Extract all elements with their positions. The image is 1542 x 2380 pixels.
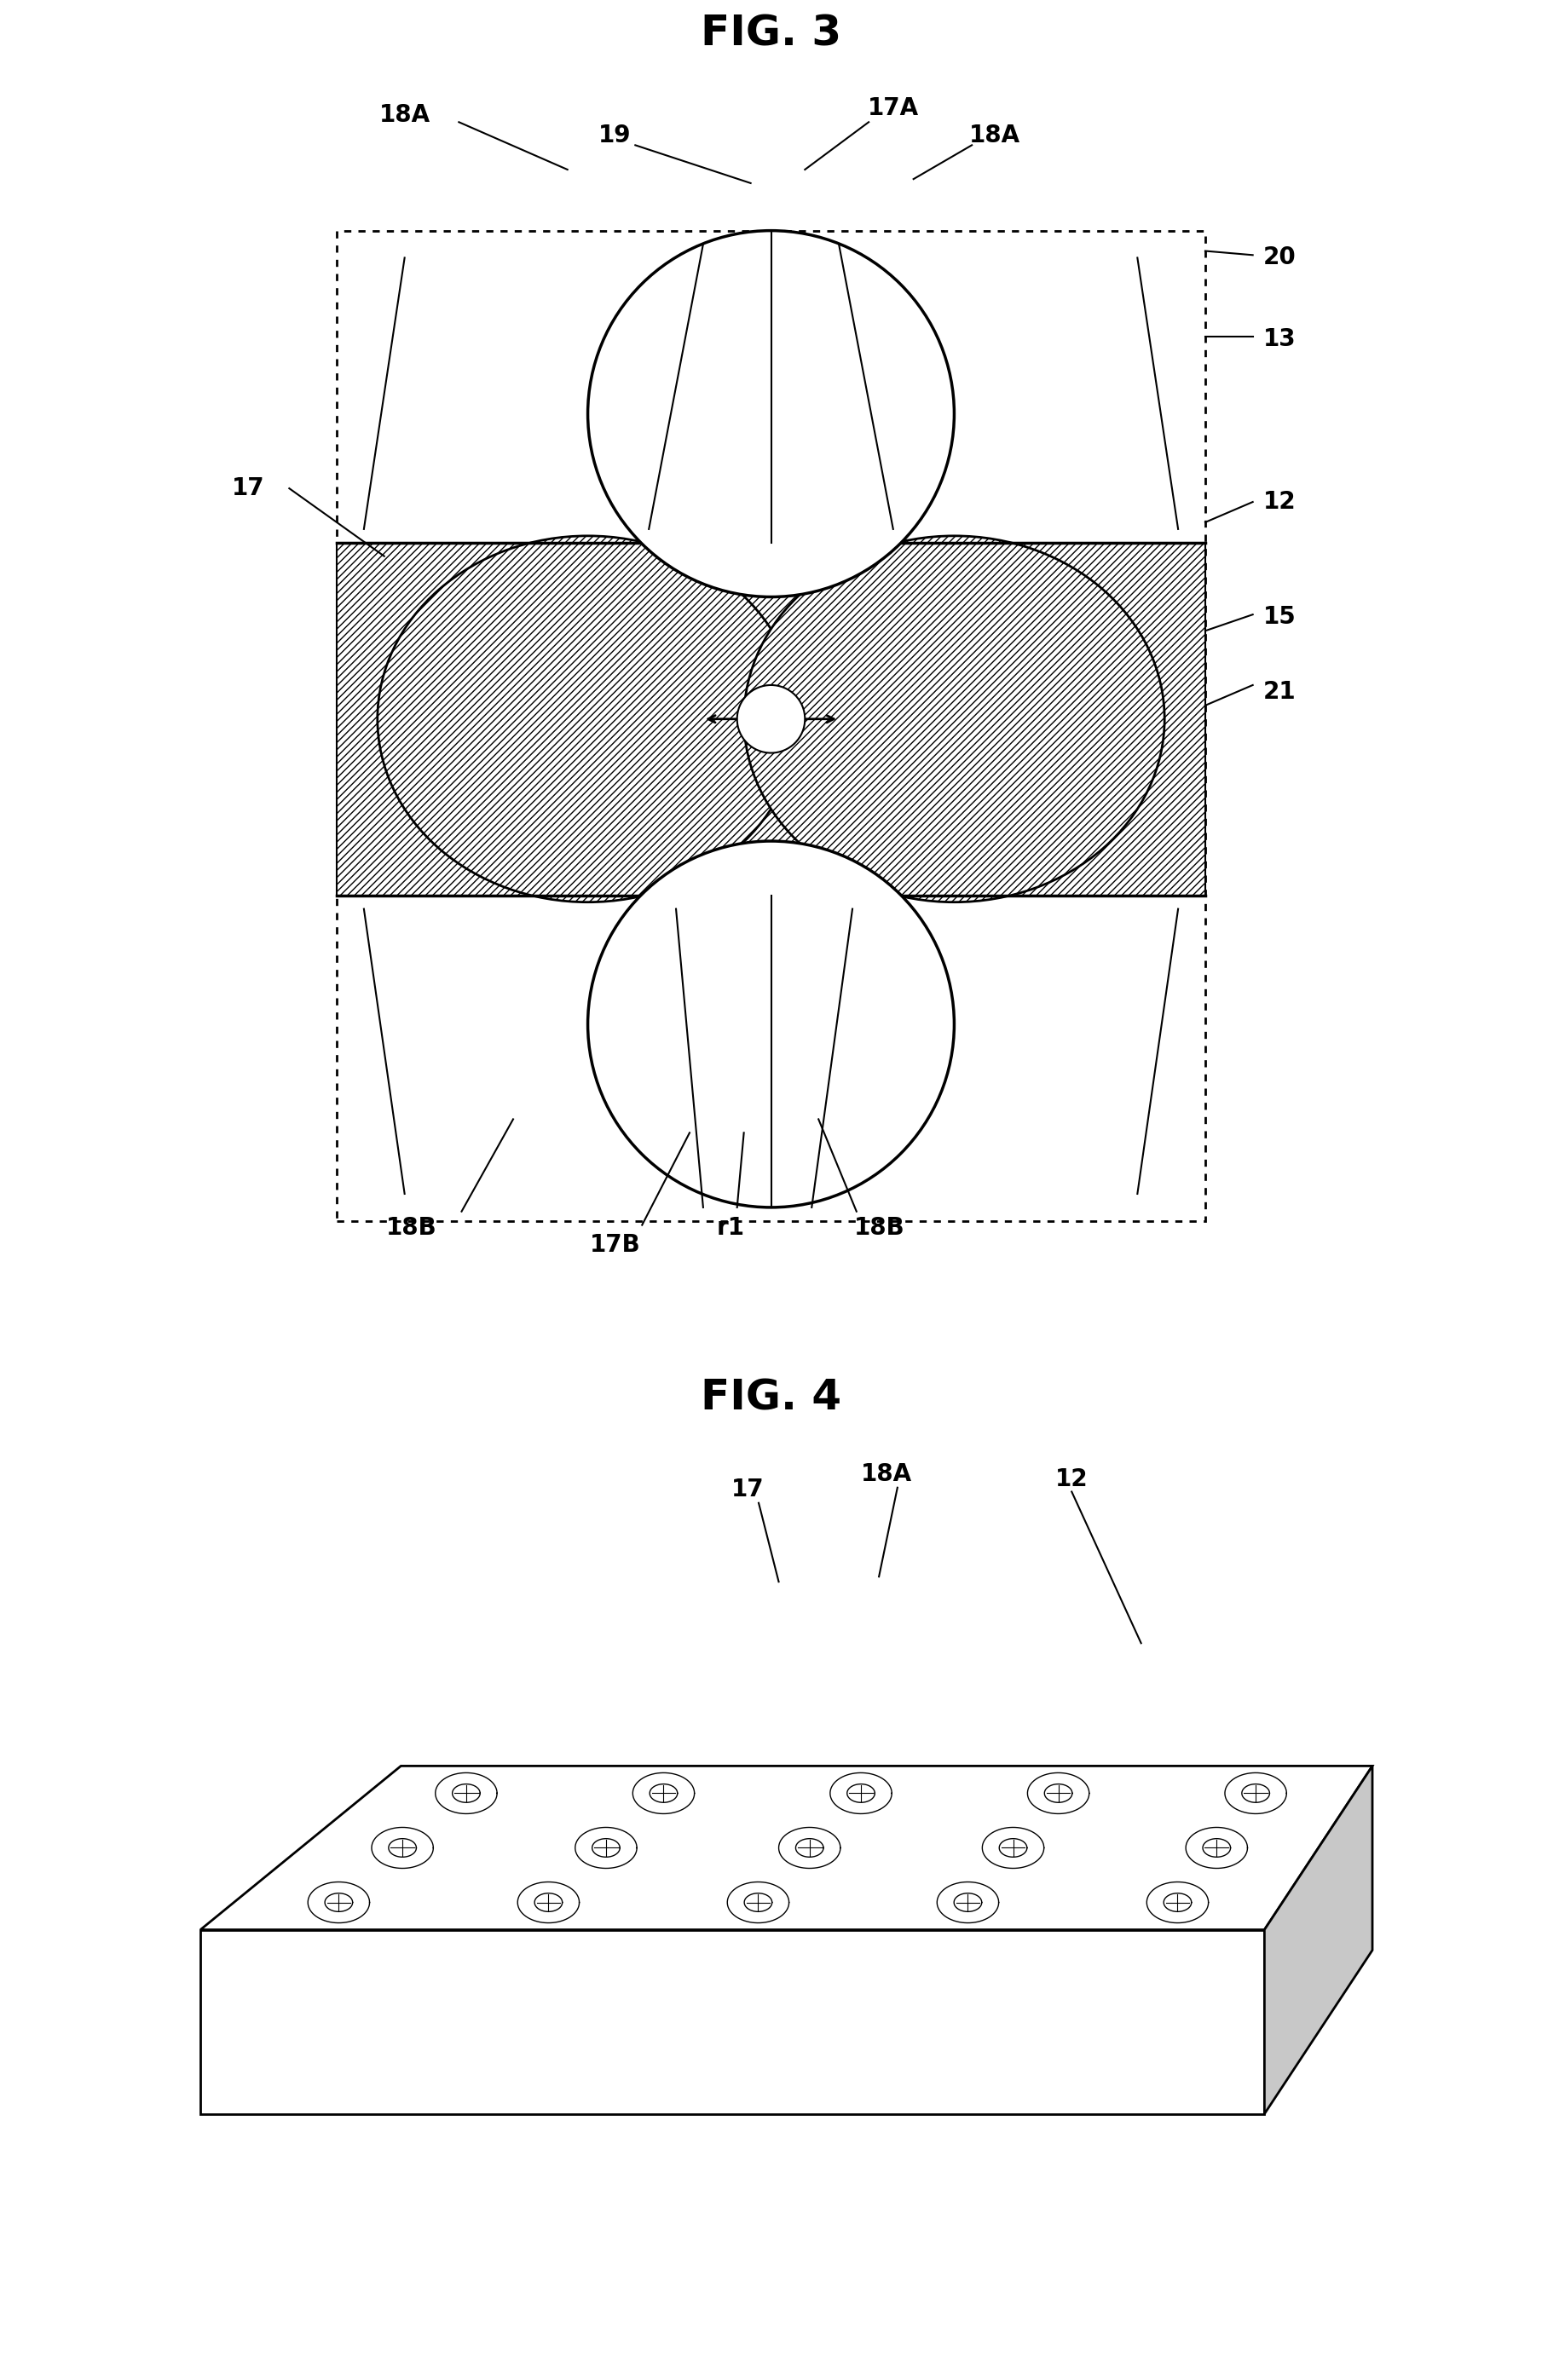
Circle shape <box>588 231 954 597</box>
Text: 17A: 17A <box>868 98 919 121</box>
Polygon shape <box>200 1930 1264 2113</box>
Circle shape <box>588 840 954 1207</box>
Bar <box>336 543 1206 895</box>
Text: FIG. 4: FIG. 4 <box>700 1378 842 1418</box>
Text: 18A: 18A <box>379 102 430 126</box>
Text: 18B: 18B <box>854 1216 905 1240</box>
Text: FIG. 3: FIG. 3 <box>700 14 842 55</box>
Bar <box>336 543 1206 895</box>
Text: 18B: 18B <box>386 1216 436 1240</box>
Ellipse shape <box>743 536 1164 902</box>
Bar <box>336 231 1206 1221</box>
Text: 13: 13 <box>1263 326 1297 352</box>
Text: 12: 12 <box>1055 1468 1089 1492</box>
Circle shape <box>737 685 805 752</box>
Polygon shape <box>1264 1766 1372 2113</box>
Text: 17B: 17B <box>589 1233 640 1257</box>
Text: 12: 12 <box>1263 490 1297 514</box>
Text: 17: 17 <box>233 476 265 500</box>
Polygon shape <box>200 1766 1372 1930</box>
Text: r1: r1 <box>715 1216 745 1240</box>
Text: 15: 15 <box>1263 605 1297 628</box>
Ellipse shape <box>378 536 799 902</box>
Text: 20: 20 <box>1263 245 1297 269</box>
Text: 19: 19 <box>598 124 631 148</box>
Text: 18A: 18A <box>970 124 1021 148</box>
Text: 21: 21 <box>1263 681 1297 704</box>
Text: 17: 17 <box>731 1478 765 1502</box>
Text: 18A: 18A <box>860 1461 913 1485</box>
